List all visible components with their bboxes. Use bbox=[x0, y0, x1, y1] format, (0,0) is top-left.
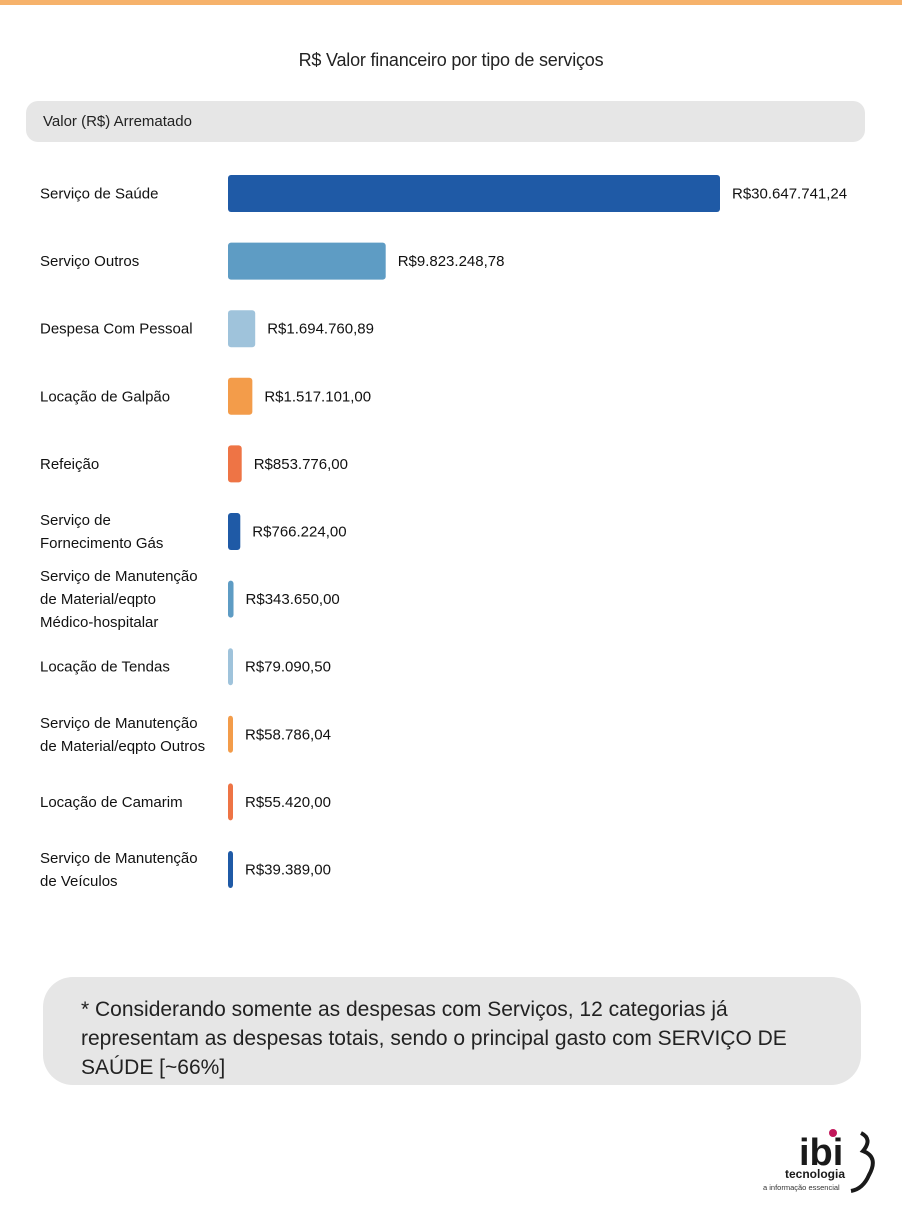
category-label-line: Serviço de Manutenção bbox=[40, 568, 198, 585]
logo-wordmark: ibi bbox=[799, 1132, 843, 1174]
category-label-line: Refeição bbox=[40, 456, 99, 473]
bar-7 bbox=[228, 648, 233, 686]
category-label-line: de Material/eqpto bbox=[40, 591, 156, 608]
category-label-line: Fornecimento Gás bbox=[40, 535, 163, 552]
value-label-0: R$30.647.741,24 bbox=[732, 186, 847, 203]
category-label-1: Serviço Outros bbox=[40, 253, 139, 270]
category-label-0: Serviço de Saúde bbox=[40, 186, 158, 203]
bar-5 bbox=[228, 513, 241, 550]
bar-1 bbox=[228, 242, 386, 280]
bar-3 bbox=[228, 377, 253, 415]
bar-chart: R$30.647.741,24 Serviço de Saúde R$9.823.2… bbox=[40, 175, 847, 890]
category-label-4: Refeição bbox=[40, 456, 99, 473]
value-label-4: R$853.776,00 bbox=[254, 456, 348, 473]
value-label-10: R$39.389,00 bbox=[245, 862, 331, 879]
value-label-3: R$1.517.101,00 bbox=[264, 388, 371, 405]
bar-4 bbox=[228, 445, 242, 483]
logo-swoosh-icon bbox=[850, 1131, 875, 1193]
category-label-line: de Veículos bbox=[40, 873, 118, 890]
category-label-7: Locação de Tendas bbox=[40, 659, 170, 676]
bar-10 bbox=[228, 851, 233, 888]
category-label-line: Serviço de Saúde bbox=[40, 186, 158, 203]
logo-dot-icon bbox=[829, 1129, 837, 1137]
category-label-9: Locação de Camarim bbox=[40, 794, 183, 811]
top-accent-bar bbox=[0, 0, 902, 5]
category-label-2: Despesa Com Pessoal bbox=[40, 321, 193, 338]
category-label-line: Médico-hospitalar bbox=[40, 614, 158, 631]
category-label-line: Serviço de Manutenção bbox=[40, 715, 198, 732]
bar-9 bbox=[228, 783, 233, 821]
category-label-5: Serviço de Fornecimento Gás bbox=[40, 512, 163, 552]
bar-0 bbox=[228, 175, 720, 212]
category-label-line: Locação de Tendas bbox=[40, 659, 170, 676]
value-label-8: R$58.786,04 bbox=[245, 726, 331, 743]
chart-title: R$ Valor financeiro por tipo de serviços bbox=[298, 50, 604, 70]
category-label-line: Serviço de Manutenção bbox=[40, 850, 198, 867]
logo-tagline: tecnologia bbox=[785, 1167, 845, 1181]
category-label-line: Serviço Outros bbox=[40, 253, 139, 270]
value-label-9: R$55.420,00 bbox=[245, 794, 331, 811]
category-label-10: Serviço de Manutenção de Veículos bbox=[40, 850, 198, 890]
bar-8 bbox=[228, 715, 233, 753]
value-label-6: R$343.650,00 bbox=[246, 591, 340, 608]
category-label-line: de Material/eqpto Outros bbox=[40, 738, 205, 755]
category-label-8: Serviço de Manutenção de Material/eqpto O… bbox=[40, 715, 205, 755]
value-label-5: R$766.224,00 bbox=[252, 524, 346, 541]
logo-subtagline: a informação essencial bbox=[763, 1183, 840, 1192]
category-label-line: Locação de Galpão bbox=[40, 388, 170, 405]
series-header-band: Valor (R$) Arrematado bbox=[26, 101, 865, 142]
value-label-2: R$1.694.760,89 bbox=[267, 321, 374, 338]
company-logo: ibi tecnologia a informação essencial bbox=[763, 1129, 875, 1193]
category-label-line: Despesa Com Pessoal bbox=[40, 321, 193, 338]
category-label-line: Serviço de bbox=[40, 512, 111, 529]
note-text: * Considerando somente as despesas com S… bbox=[81, 998, 787, 1079]
value-label-1: R$9.823.248,78 bbox=[398, 253, 505, 270]
category-label-3: Locação de Galpão bbox=[40, 388, 170, 405]
series-header-label: Valor (R$) Arrematado bbox=[43, 113, 192, 130]
note-box: * Considerando somente as despesas com S… bbox=[43, 977, 861, 1085]
bar-2 bbox=[228, 310, 256, 348]
value-label-7: R$79.090,50 bbox=[245, 659, 331, 676]
bar-6 bbox=[228, 580, 234, 618]
category-label-line: Locação de Camarim bbox=[40, 794, 183, 811]
category-label-6: Serviço de Manutenção de Material/eqpto Mé… bbox=[40, 568, 198, 631]
